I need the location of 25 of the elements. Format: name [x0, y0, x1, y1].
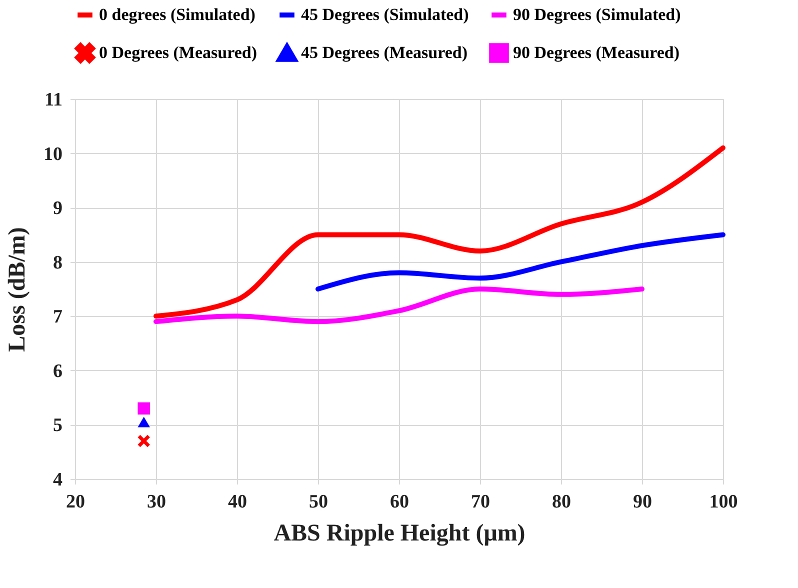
y-tick-label: 4 — [53, 470, 63, 490]
y-tick-label: 6 — [53, 360, 62, 382]
x-tick-label: 80 — [552, 492, 571, 512]
y-tick-label: 10 — [44, 144, 62, 165]
y-tick-label: 8 — [53, 252, 62, 274]
x-tick-label: 90 — [633, 492, 652, 512]
legend-label: 45 Degrees (Measured) — [301, 43, 468, 62]
x-tick-label: 60 — [390, 492, 409, 512]
x-tick-label: 50 — [309, 492, 328, 512]
legend-label: 90 Degrees (Simulated) — [513, 5, 681, 24]
x-axis-title: ABS Ripple Height (μm) — [274, 520, 526, 546]
x-tick-label: 100 — [709, 492, 738, 512]
legend-label: 0 Degrees (Measured) — [99, 43, 257, 62]
x-tick-label: 20 — [66, 492, 85, 512]
legend-label: 45 Degrees (Simulated) — [301, 5, 469, 24]
x-tick-label: 30 — [147, 492, 166, 512]
y-tick-label: 5 — [53, 415, 62, 436]
x-tick-label: 40 — [228, 492, 247, 512]
y-axis-title: Loss (dB/m) — [4, 227, 30, 352]
y-tick-label: 7 — [53, 306, 63, 328]
legend-label: 0 degrees (Simulated) — [99, 5, 256, 24]
x-tick-label: 70 — [471, 492, 490, 512]
legend-label: 90 Degrees (Measured) — [513, 43, 680, 62]
y-tick-label: 9 — [53, 198, 62, 220]
y-tick-label: 11 — [44, 90, 62, 110]
